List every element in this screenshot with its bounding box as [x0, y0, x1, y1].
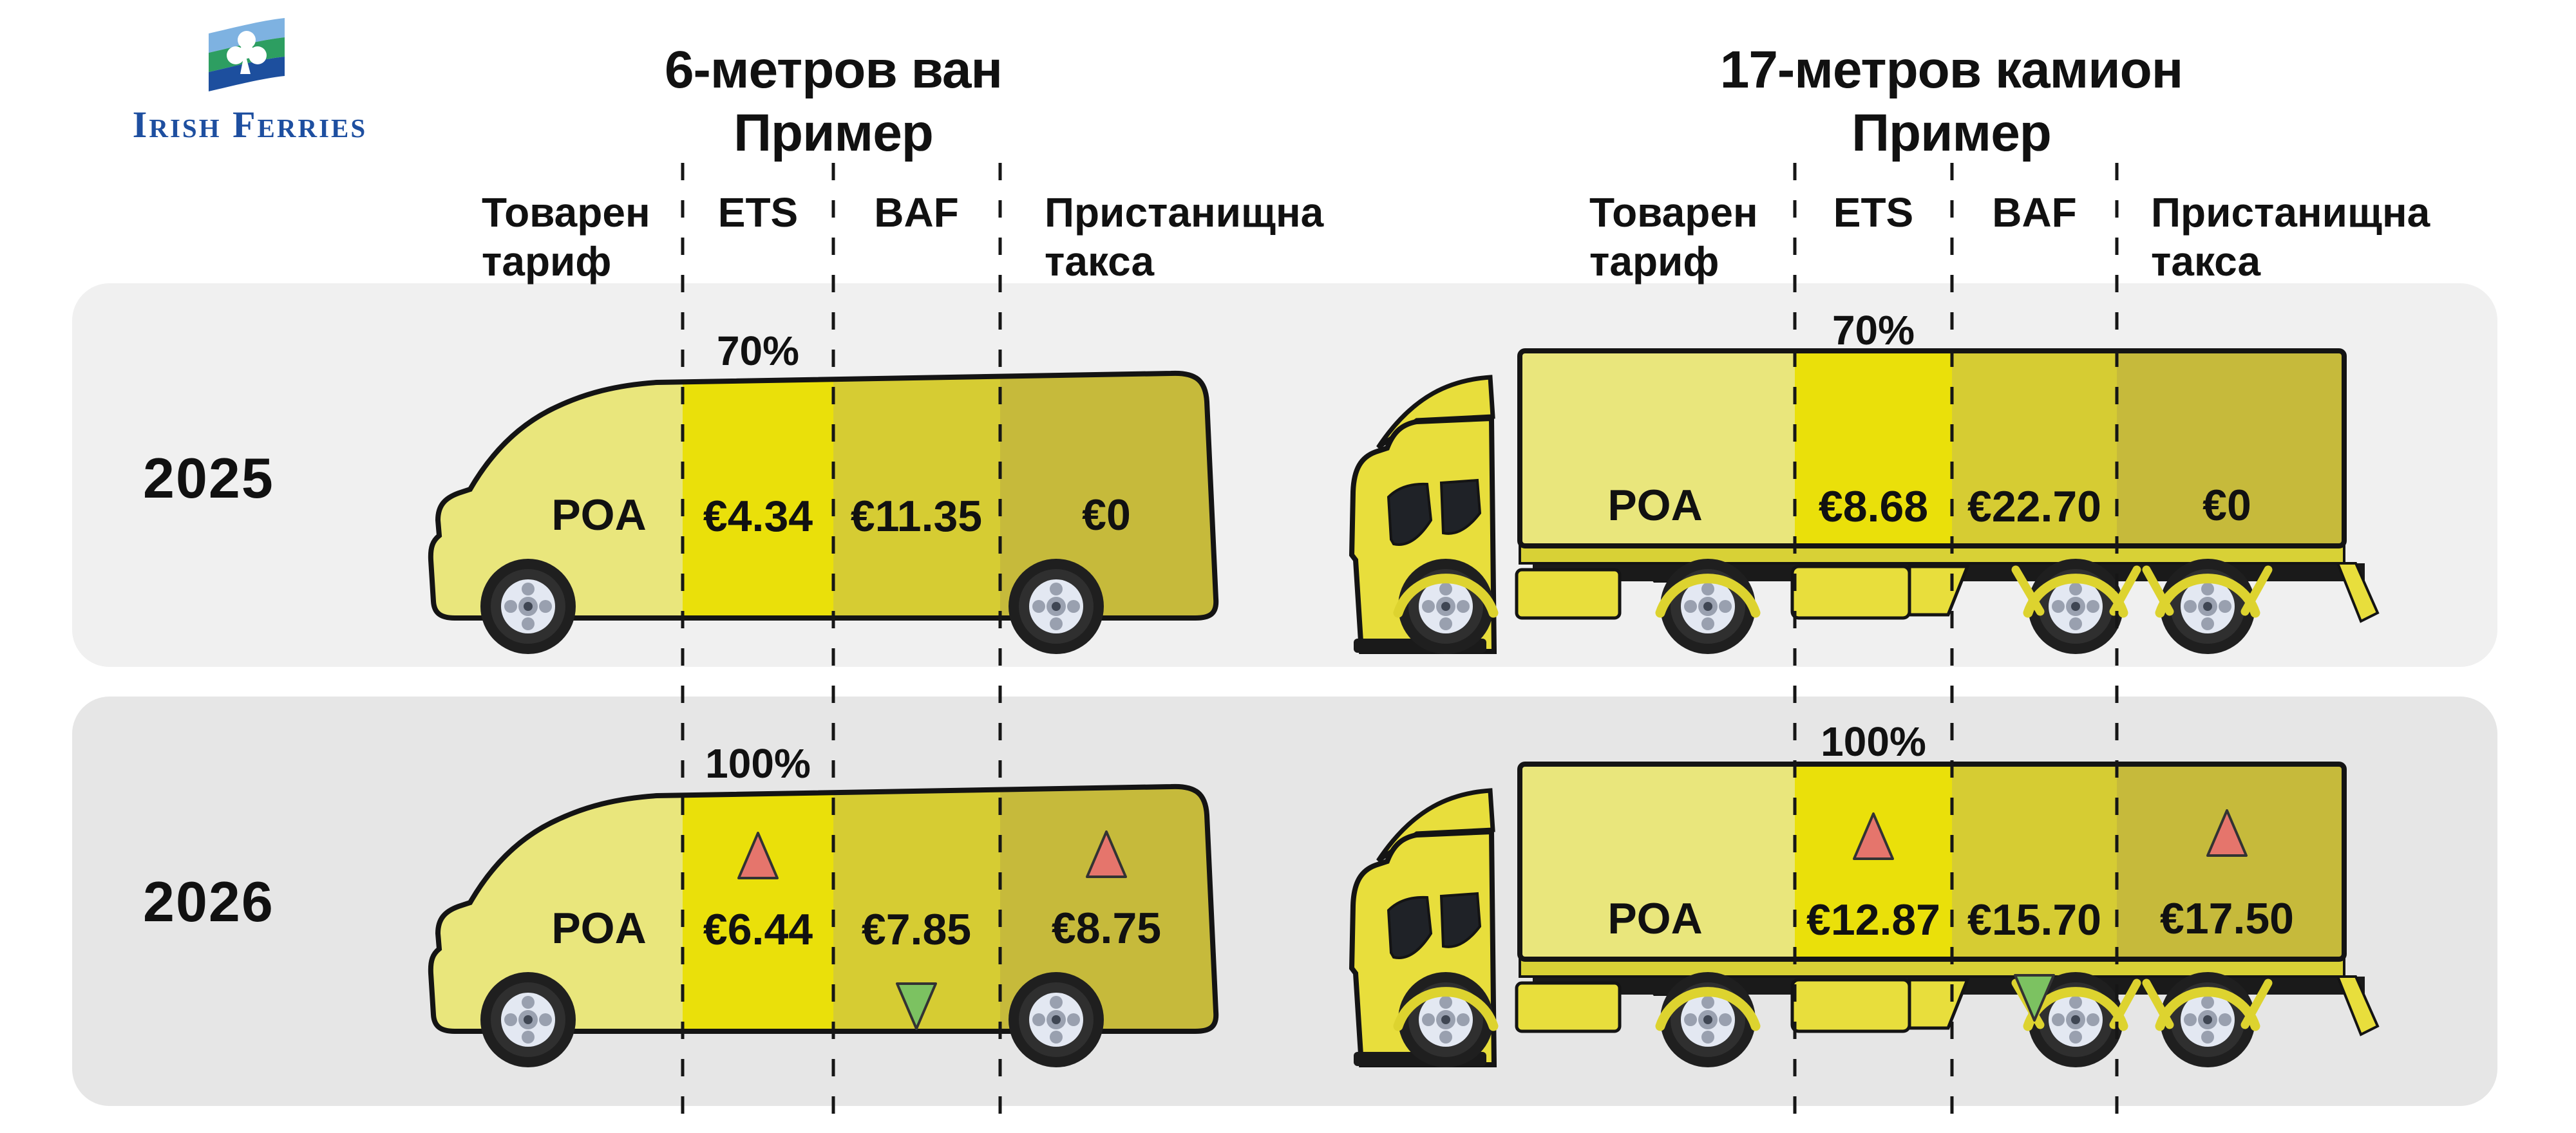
shamrock-icon — [227, 31, 267, 74]
van-2026-port-value: €8.75 — [1051, 904, 1162, 953]
truck-ets-segment — [1795, 351, 1952, 546]
label-line: тариф — [482, 238, 612, 285]
van-ets-segment — [683, 786, 833, 1031]
van-rear-wheel — [1009, 559, 1104, 654]
year-2025: 2025 — [143, 446, 274, 510]
van-2025-port-value: €0 — [1082, 491, 1131, 539]
van-2025-illustration — [428, 370, 1219, 654]
truck-2025-baf-value: €22.70 — [1967, 482, 2101, 531]
irish-ferries-flag-icon — [209, 18, 285, 91]
van-title-line: 6-метров ван — [664, 41, 1003, 99]
van-ets-segment — [683, 373, 833, 618]
van-2026-illustration — [428, 783, 1219, 1067]
truck-ets-segment — [1795, 764, 1952, 959]
cab-fairing — [1376, 788, 1495, 863]
van-baf-decrease-icon — [896, 982, 937, 1030]
van-col-port-fee: Пристанищна такса — [1045, 188, 1323, 286]
cab-door-window — [1439, 478, 1482, 535]
van-2026-ets-value: €6.44 — [703, 905, 813, 954]
van-col-baf: BAF — [874, 189, 959, 236]
truck-subtitle-line: Пример — [1852, 104, 2052, 162]
truck-title-line: 17-метров камион — [1719, 41, 2184, 99]
truck-section-title: 17-метров камион Пример — [1719, 39, 2184, 165]
truck-baf-segment — [1952, 764, 2117, 959]
truck-2026-baf-value: €15.70 — [1967, 895, 2101, 944]
truck-col-ets: ETS — [1833, 189, 1914, 236]
truck-baf-decrease-icon — [2014, 974, 2055, 1022]
label-line: такса — [2151, 238, 2261, 285]
truck-2025-ets-share: 70% — [1832, 307, 1915, 353]
cab-window — [1387, 895, 1433, 959]
chassis-box — [1515, 568, 1622, 620]
cab-door-window — [1439, 892, 1482, 948]
brand-name: Irish Ferries — [132, 104, 368, 145]
wheel-fenders — [1393, 565, 2273, 618]
label-line: такса — [1045, 238, 1155, 285]
truck-2026-illustration — [1349, 762, 2380, 1067]
van-col-freight-tariff: Товарен тариф — [482, 188, 650, 286]
label-line: тариф — [1589, 238, 1719, 285]
van-2026-baf-value: €7.85 — [861, 905, 972, 954]
van-2026-ets-share: 100% — [705, 740, 811, 787]
truck-ets-increase-icon — [1853, 812, 1894, 860]
van-port-increase-icon — [1086, 830, 1127, 878]
van-front-wheel — [480, 559, 576, 654]
van-front-wheel — [480, 972, 576, 1067]
truck-2026-ets-share: 100% — [1821, 718, 1926, 765]
label-line: Пристанищна — [1045, 189, 1324, 236]
van-section-title: 6-метров ван Пример — [664, 39, 1003, 165]
van-ets-increase-icon — [737, 832, 779, 879]
label-line: Товарен — [1589, 189, 1758, 236]
van-2025-ets-value: €4.34 — [703, 492, 813, 541]
truck-2026-port-value: €17.50 — [2160, 894, 2294, 943]
label-line: Пристанищна — [2151, 189, 2430, 236]
van-2025-ets-share: 70% — [716, 328, 800, 374]
van-rear-wheel — [1009, 972, 1104, 1067]
truck-2026-ets-value: €12.87 — [1806, 895, 1940, 944]
cab-window — [1387, 482, 1433, 546]
van-col-ets: ETS — [717, 189, 799, 236]
truck-poa-segment — [1520, 764, 1795, 959]
truck-port-segment — [2117, 764, 2344, 959]
mudflap — [2336, 562, 2380, 623]
van-subtitle-line: Пример — [734, 104, 934, 162]
wheel-fenders — [1393, 979, 2273, 1031]
truck-poa-segment — [1520, 351, 1795, 546]
truck-col-freight-tariff: Товарен тариф — [1589, 188, 1758, 286]
truck-port-segment — [2117, 351, 2344, 546]
truck-2026-poa-value: POA — [1607, 894, 1703, 943]
truck-2025-illustration — [1349, 348, 2380, 654]
mudflap — [2336, 975, 2380, 1036]
truck-2025-ets-value: €8.68 — [1818, 482, 1929, 531]
label-line: Товарен — [482, 189, 650, 236]
truck-2025-poa-value: POA — [1607, 481, 1703, 530]
cab-fairing — [1376, 375, 1495, 449]
truck-2025-port-value: €0 — [2202, 481, 2251, 530]
truck-col-port-fee: Пристанищна такса — [2151, 188, 2430, 286]
truck-col-baf: BAF — [1992, 189, 2077, 236]
chassis-box — [1515, 981, 1622, 1033]
van-2025-poa-value: POA — [551, 491, 647, 539]
van-2025-baf-value: €11.35 — [850, 492, 983, 541]
van-2026-poa-value: POA — [551, 904, 647, 953]
year-2026: 2026 — [143, 870, 274, 933]
van-baf-segment — [833, 373, 1000, 618]
truck-port-increase-icon — [2206, 809, 2248, 857]
truck-baf-segment — [1952, 351, 2117, 546]
